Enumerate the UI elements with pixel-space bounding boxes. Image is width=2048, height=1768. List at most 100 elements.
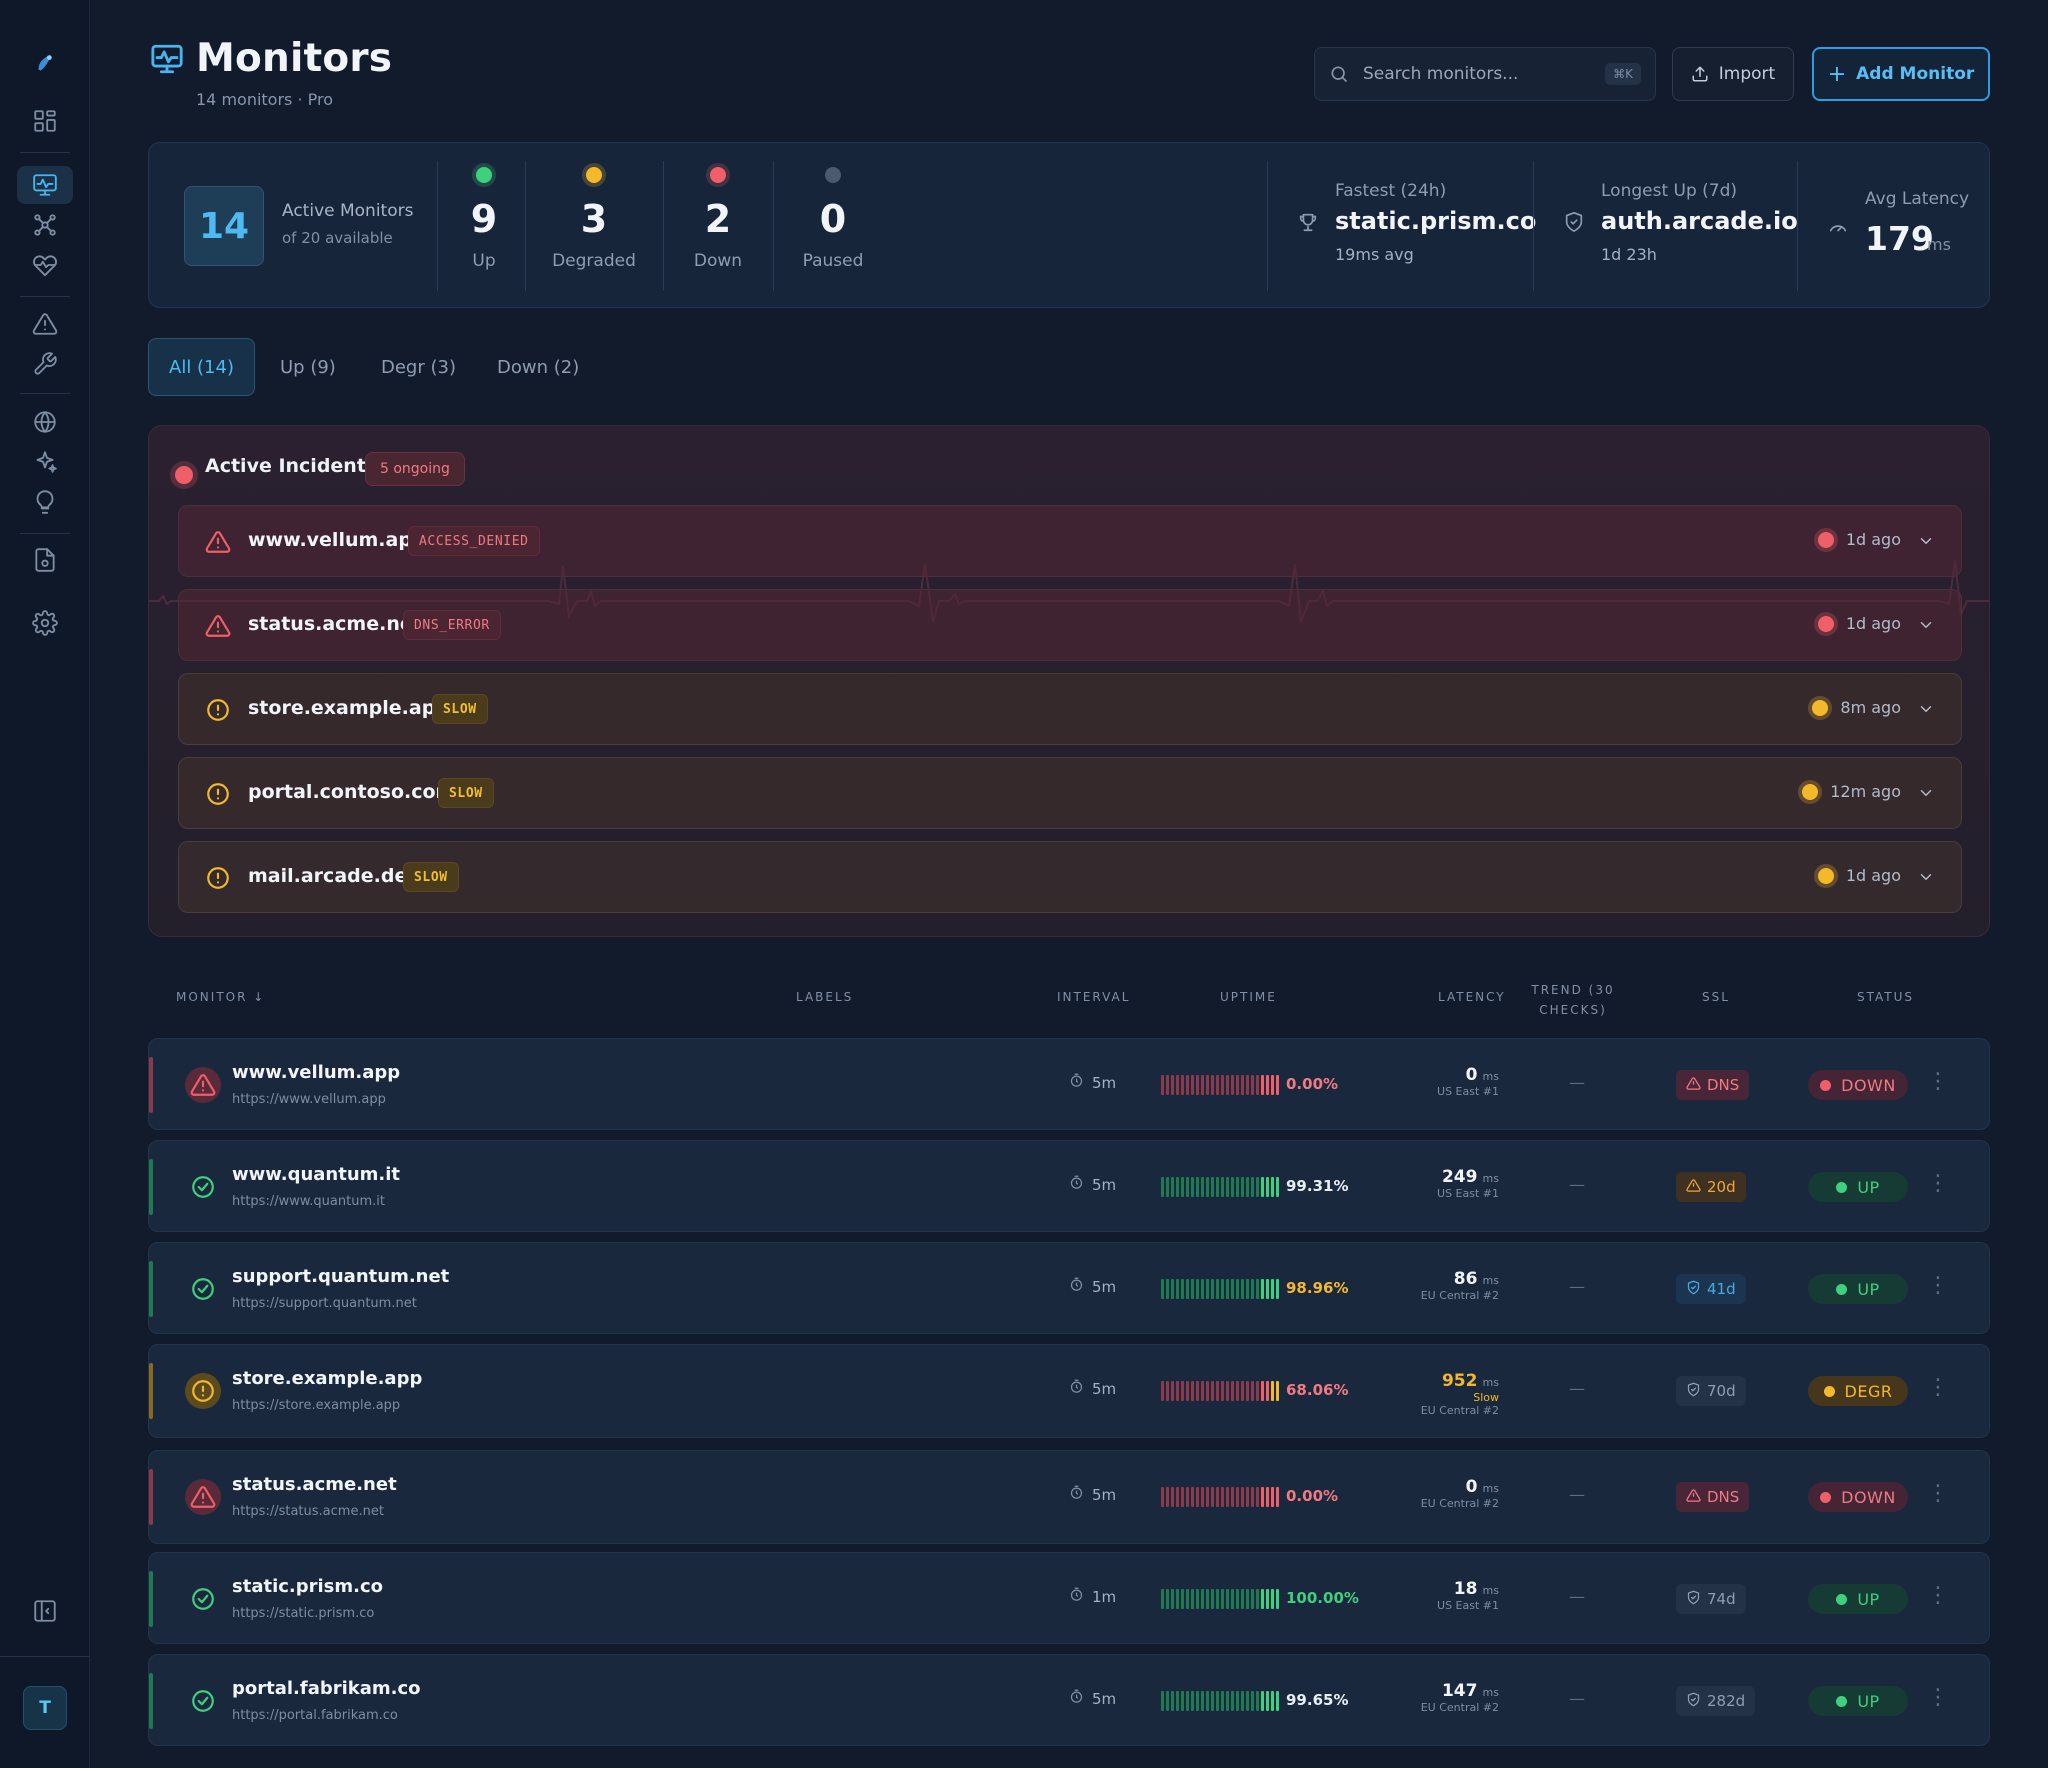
search-icon <box>1331 66 1348 83</box>
stat-down[interactable]: 2 Down <box>673 161 763 271</box>
status-label: DOWN <box>1841 1075 1896 1095</box>
lightbulb-icon[interactable] <box>17 483 73 521</box>
globe-icon[interactable] <box>17 403 73 441</box>
table-row[interactable]: store.example.app https://store.example.a… <box>148 1344 1990 1438</box>
chevron-down-icon[interactable] <box>1917 868 1935 890</box>
shield-check-icon <box>1686 1692 1701 1711</box>
ssl-badge[interactable]: 20d <box>1676 1172 1746 1202</box>
incident-row[interactable]: www.vellum.app ACCESS_DENIED 1d ago <box>178 505 1962 577</box>
incident-row[interactable]: portal.contoso.com SLOW 12m ago <box>178 757 1962 829</box>
chevron-down-icon[interactable] <box>1917 616 1935 638</box>
uptime-bar <box>1266 1589 1269 1609</box>
more-options-icon[interactable]: ⋮ <box>1927 1685 1949 1710</box>
chevron-down-icon[interactable] <box>1917 784 1935 806</box>
status-dot <box>1820 1079 1832 1091</box>
dashboard-icon[interactable] <box>17 102 73 140</box>
monitor-name[interactable]: portal.fabrikam.co <box>232 1678 421 1699</box>
network-icon[interactable] <box>17 206 73 244</box>
table-row[interactable]: static.prism.co https://static.prism.co 1m… <box>148 1552 1990 1644</box>
ssl-badge[interactable]: 41d <box>1676 1274 1746 1304</box>
sparkle-icon[interactable] <box>17 443 73 481</box>
monitor-name[interactable]: status.acme.net <box>232 1474 397 1495</box>
uptime-bar <box>1171 1381 1174 1401</box>
sort-down-icon[interactable]: ↓ <box>253 990 266 1004</box>
uptime-bar <box>1261 1177 1264 1197</box>
search-box[interactable]: ⌘K <box>1314 47 1656 101</box>
alert-icon[interactable] <box>17 305 73 343</box>
column-header-monitor-label: MONITOR <box>176 990 248 1004</box>
add-monitor-button[interactable]: + Add Monitor <box>1812 47 1990 101</box>
stat-up[interactable]: 9 Up <box>453 161 515 271</box>
heartbeat-icon[interactable] <box>17 246 73 284</box>
ssl-badge[interactable]: 70d <box>1676 1376 1746 1406</box>
more-options-icon[interactable]: ⋮ <box>1927 1583 1949 1608</box>
more-options-icon[interactable]: ⋮ <box>1927 1273 1949 1298</box>
ssl-value: 70d <box>1707 1382 1736 1400</box>
tab-up[interactable]: Up (9) <box>280 356 336 378</box>
tab-down[interactable]: Down (2) <box>497 356 580 378</box>
latency-value: 0 <box>1465 1477 1478 1497</box>
more-options-icon[interactable]: ⋮ <box>1927 1375 1949 1400</box>
latency-region: EU Central #2 <box>1420 1404 1499 1417</box>
collapse-sidebar-icon[interactable] <box>17 1592 73 1630</box>
incident-row[interactable]: status.acme.net DNS_ERROR 1d ago <box>178 589 1962 661</box>
uptime-bar <box>1216 1075 1219 1095</box>
latency: 0 ms EU Central #2 <box>1421 1477 1499 1510</box>
monitor-name[interactable]: static.prism.co <box>232 1576 384 1597</box>
more-options-icon[interactable]: ⋮ <box>1927 1171 1949 1196</box>
uptime-bar <box>1191 1279 1194 1299</box>
tab-degraded[interactable]: Degr (3) <box>381 356 456 378</box>
latency-value: 0 <box>1465 1065 1478 1085</box>
chevron-down-icon[interactable] <box>1917 700 1935 722</box>
uptime-bar <box>1256 1691 1259 1711</box>
status-label: UP <box>1857 1691 1880 1711</box>
status-dot <box>1836 1181 1848 1193</box>
ssl-badge[interactable]: DNS <box>1676 1482 1750 1512</box>
uptime-bar <box>1261 1589 1264 1609</box>
more-options-icon[interactable]: ⋮ <box>1927 1069 1949 1094</box>
monitor-name[interactable]: store.example.app <box>232 1368 423 1389</box>
uptime-bar <box>1181 1589 1184 1609</box>
uptime-bar <box>1196 1075 1199 1095</box>
ssl-badge[interactable]: DNS <box>1676 1070 1750 1100</box>
upload-icon <box>1692 66 1708 82</box>
wrench-icon[interactable] <box>17 345 73 383</box>
monitor-name[interactable]: www.quantum.it <box>232 1164 401 1185</box>
uptime-bar <box>1276 1279 1279 1299</box>
stat-degraded[interactable]: 3 Degraded <box>535 161 653 271</box>
uptime-bars <box>1161 1279 1279 1299</box>
table-row[interactable]: status.acme.net https://status.acme.net 5m… <box>148 1450 1990 1544</box>
settings-icon[interactable] <box>17 604 73 642</box>
incident-row[interactable]: store.example.app SLOW 8m ago <box>178 673 1962 745</box>
incident-time: 1d ago <box>1817 530 1901 549</box>
incident-time-dot <box>1817 531 1834 548</box>
table-row[interactable]: portal.fabrikam.co https://portal.fabrika… <box>148 1654 1990 1746</box>
chevron-down-icon[interactable] <box>1917 532 1935 554</box>
table-row[interactable]: support.quantum.net https://support.quant… <box>148 1242 1990 1334</box>
incident-row[interactable]: mail.arcade.dev SLOW 1d ago <box>178 841 1962 913</box>
monitor-name[interactable]: www.vellum.app <box>232 1062 401 1083</box>
ssl-badge[interactable]: 282d <box>1676 1686 1756 1716</box>
tab-all[interactable]: All (14) <box>148 338 255 396</box>
search-input[interactable] <box>1363 64 1583 84</box>
table-row[interactable]: www.vellum.app https://www.vellum.app 5m 0.… <box>148 1038 1990 1130</box>
avatar[interactable]: T <box>23 1686 67 1730</box>
column-header-monitor[interactable]: MONITOR ↓ <box>176 990 265 1004</box>
import-label: Import <box>1718 64 1776 84</box>
stat-paused[interactable]: 0 Paused <box>783 161 883 271</box>
incident-time: 1d ago <box>1817 866 1901 885</box>
more-options-icon[interactable]: ⋮ <box>1927 1481 1949 1506</box>
ssl-badge[interactable]: 74d <box>1676 1584 1746 1614</box>
monitor-name[interactable]: support.quantum.net <box>232 1266 450 1287</box>
uptime-bar <box>1211 1075 1214 1095</box>
app-logo[interactable] <box>17 44 73 82</box>
report-icon[interactable] <box>17 541 73 579</box>
table-row[interactable]: www.quantum.it https://www.quantum.it 5m 99… <box>148 1140 1990 1232</box>
latency-value: 18 <box>1453 1579 1478 1599</box>
import-button[interactable]: Import <box>1672 47 1794 101</box>
latency: 18 ms US East #1 <box>1437 1579 1499 1612</box>
uptime-bar <box>1246 1589 1249 1609</box>
uptime-bar <box>1161 1487 1164 1507</box>
uptime-bar <box>1256 1279 1259 1299</box>
monitors-icon[interactable] <box>17 166 73 204</box>
